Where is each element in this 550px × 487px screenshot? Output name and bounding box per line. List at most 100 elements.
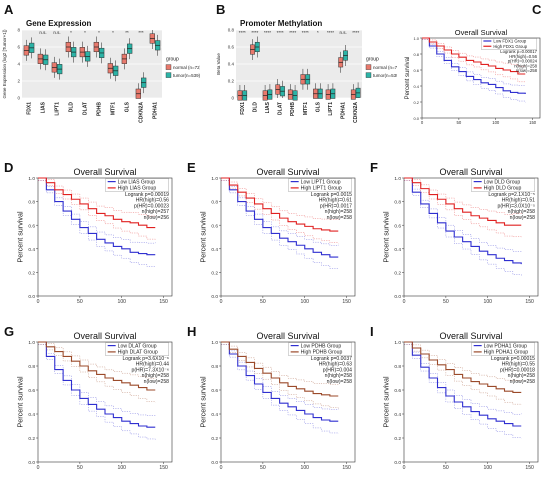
y-tick-label: 0.2 bbox=[228, 79, 235, 84]
y-axis-label: Beta Value bbox=[216, 53, 221, 75]
legend-label: High LIAS Group bbox=[118, 186, 157, 192]
plot-frame bbox=[403, 341, 539, 463]
significance-label: **** bbox=[264, 30, 271, 35]
stat-label: HR(high)=0.51 bbox=[502, 198, 535, 204]
stat-label: Logrank p=0.00017 bbox=[500, 49, 537, 54]
legend-swatch bbox=[165, 72, 172, 78]
survival-ci-lower bbox=[404, 344, 522, 405]
x-tick-label: 50 bbox=[260, 299, 266, 305]
x-tick-label: LIAS bbox=[265, 101, 271, 113]
stat-label: p(HR)=0.00024 bbox=[508, 59, 538, 64]
legend-label: tumor(n=539) bbox=[173, 73, 200, 78]
stat-label: n(low)=258 bbox=[510, 379, 536, 385]
y-tick-label: 0.2 bbox=[413, 100, 419, 105]
stat-label: n(low)=258 bbox=[327, 215, 353, 221]
significance-label: n.s. bbox=[339, 30, 346, 35]
panel-letter: E bbox=[187, 160, 196, 175]
y-tick-label: 0.0 bbox=[394, 460, 401, 466]
stat-label: n(high)=258 bbox=[508, 373, 535, 379]
survival-line bbox=[221, 177, 339, 232]
plot-frame bbox=[37, 341, 173, 463]
survival-line bbox=[404, 341, 522, 393]
stat-label: HR(high)=0.44 bbox=[136, 362, 169, 368]
y-tick-label: 0.8 bbox=[211, 200, 218, 206]
panel-e: E Overall Survival Percent survival 0.0 0.2… bbox=[183, 158, 366, 316]
chart-title: Overall Survival bbox=[73, 331, 136, 341]
panel-letter: D bbox=[4, 160, 14, 175]
stat-label: Logrank p=0.00019 bbox=[125, 192, 169, 198]
y-tick-label: 0.0 bbox=[394, 294, 401, 300]
x-tick-label: 150 bbox=[529, 120, 537, 125]
panel-h: H Overall Survival Percent survival 0.0 0.2… bbox=[183, 322, 366, 482]
survival-ci-lower bbox=[221, 180, 339, 244]
stat-label: Logrank p=3.6X10⁻⁶ bbox=[122, 356, 169, 362]
significance-label: n.s. bbox=[39, 30, 46, 35]
stat-label: p(HR)=7.3X10⁻⁶ bbox=[132, 367, 170, 373]
x-tick-label: DLAT bbox=[278, 102, 284, 115]
legend-label: Low LIAS Group bbox=[118, 179, 156, 185]
y-tick-label: 0.4 bbox=[394, 412, 401, 418]
y-tick-label: 0.8 bbox=[211, 364, 218, 370]
survival-ci-lower bbox=[404, 180, 522, 277]
y-tick-label: 0.8 bbox=[28, 200, 35, 206]
survival-ci-lower bbox=[221, 344, 339, 434]
legend-box bbox=[471, 342, 535, 357]
y-tick-label: 1.0 bbox=[394, 340, 401, 346]
km-chart-pdhb: Overall Survival Percent survival 0.0 0.2 0.… bbox=[198, 331, 356, 471]
y-tick-label: 0.0 bbox=[211, 460, 218, 466]
x-tick-label: PDHB bbox=[290, 102, 296, 117]
panel-i: I Overall Survival Percent survival 0.0 0.2… bbox=[366, 322, 550, 482]
km-chart-dld: Overall Survival Percent survival 0.0 0.2 0.… bbox=[381, 167, 539, 305]
significance-label: **** bbox=[289, 30, 296, 35]
survival-ci-upper bbox=[221, 177, 339, 246]
x-tick-label: 0 bbox=[37, 299, 40, 305]
survival-ci-upper bbox=[221, 341, 339, 385]
panel-a: A Gene Expression Gene Expression (log2 [… bbox=[0, 0, 202, 150]
legend-box bbox=[481, 38, 538, 50]
significance-label: * bbox=[317, 30, 319, 35]
y-tick-label: 0.4 bbox=[413, 84, 419, 89]
x-tick-label: MTF1 bbox=[111, 102, 117, 115]
x-tick-label: LIPT1 bbox=[328, 102, 334, 116]
x-tick-label: 50 bbox=[77, 299, 83, 305]
y-tick-label: 0.6 bbox=[394, 388, 401, 394]
plot-frame bbox=[220, 177, 356, 297]
km-chart-fdx1: Overall Survival Percent survival 0.0 0.2 0.… bbox=[405, 28, 541, 125]
survival-line bbox=[221, 341, 339, 422]
y-tick-label: 0.6 bbox=[413, 68, 419, 73]
y-tick-label: 0.0 bbox=[28, 294, 35, 300]
significance-label: **** bbox=[302, 30, 309, 35]
survival-line bbox=[38, 177, 156, 229]
y-axis-label: Percent survival bbox=[15, 211, 24, 263]
stat-label: HR(high)=0.55 bbox=[502, 362, 535, 368]
y-axis-label: Percent survival bbox=[198, 211, 207, 263]
survival-ci-lower bbox=[404, 180, 522, 238]
y-axis-label: Percent survival bbox=[198, 376, 207, 428]
significance-label: **** bbox=[352, 30, 359, 35]
x-tick-label: FDX1 bbox=[240, 102, 246, 115]
y-tick-label: 0.6 bbox=[394, 223, 401, 229]
x-tick-label: FDX1 bbox=[27, 102, 33, 115]
y-tick-label: 1.0 bbox=[28, 176, 35, 182]
y-tick-label: 0.8 bbox=[394, 364, 401, 370]
panel-letter: F bbox=[370, 160, 378, 175]
legend-box bbox=[288, 178, 352, 193]
legend-label: High DLAT Group bbox=[118, 350, 158, 356]
x-tick-label: MTF1 bbox=[303, 102, 309, 115]
x-tick-label: 100 bbox=[484, 465, 493, 471]
legend-box bbox=[105, 178, 169, 193]
survival-line bbox=[221, 341, 339, 397]
stat-label: n(high)=257 bbox=[142, 209, 169, 215]
x-tick-label: LIPT1 bbox=[55, 102, 61, 116]
y-tick-label: 0.2 bbox=[28, 436, 35, 442]
panel-letter: B bbox=[216, 2, 226, 17]
stat-label: p(HR)=3.0X10⁻⁵ bbox=[497, 203, 535, 209]
y-tick-label: 6 bbox=[17, 45, 20, 50]
y-tick-label: 1.0 bbox=[211, 340, 218, 346]
survival-ci-lower bbox=[38, 180, 156, 240]
y-tick-label: 1.0 bbox=[211, 176, 218, 182]
survival-ci-upper bbox=[404, 341, 522, 381]
y-tick-label: 2 bbox=[17, 79, 20, 84]
x-tick-label: 0 bbox=[220, 299, 223, 305]
y-tick-label: 0.4 bbox=[28, 412, 35, 418]
